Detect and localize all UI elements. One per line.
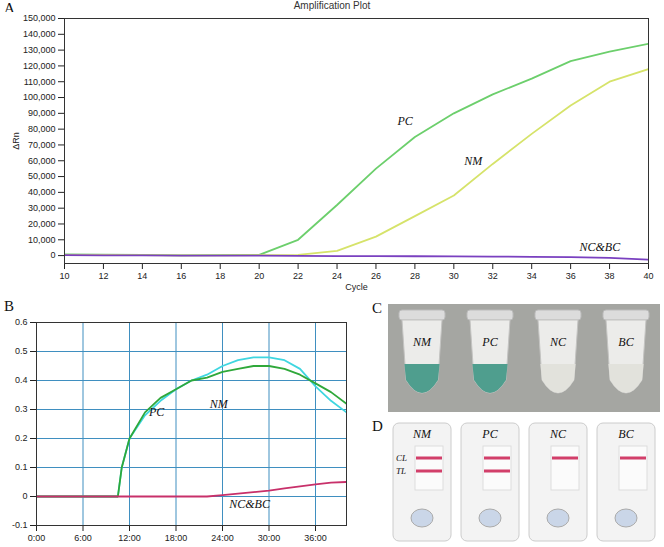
svg-text:60,000: 60,000 <box>28 156 56 166</box>
svg-text:16: 16 <box>176 271 186 281</box>
svg-text:28: 28 <box>410 271 420 281</box>
svg-text:40: 40 <box>643 271 653 281</box>
svg-text:130,000: 130,000 <box>23 45 56 55</box>
svg-text:0: 0 <box>50 250 55 260</box>
svg-text:110,000: 110,000 <box>24 77 56 87</box>
svg-text:PC: PC <box>396 114 413 128</box>
svg-text:18:00: 18:00 <box>165 533 188 543</box>
svg-text:10,000: 10,000 <box>28 235 56 245</box>
svg-text:10: 10 <box>59 271 69 281</box>
html-text:D: D <box>372 418 383 434</box>
svg-text:BC: BC <box>618 427 634 441</box>
svg-text:NC&BC: NC&BC <box>578 240 621 254</box>
svg-text:0:00: 0:00 <box>28 533 46 543</box>
svg-text:100,000: 100,000 <box>23 92 56 102</box>
svg-text:36: 36 <box>566 271 576 281</box>
svg-text:80,000: 80,000 <box>28 124 56 134</box>
svg-text:18: 18 <box>215 271 225 281</box>
svg-text:BC: BC <box>618 335 634 349</box>
svg-text:PC: PC <box>148 405 165 419</box>
svg-text:70,000: 70,000 <box>28 140 56 150</box>
svg-text:Cycle: Cycle <box>345 282 368 292</box>
svg-text:30,000: 30,000 <box>28 203 56 213</box>
svg-text:22: 22 <box>293 271 303 281</box>
svg-text:NM: NM <box>209 397 229 411</box>
svg-text:0: 0 <box>22 491 27 501</box>
svg-text:TL: TL <box>396 466 406 476</box>
svg-text:120,000: 120,000 <box>23 61 56 71</box>
svg-text:40,000: 40,000 <box>28 187 56 197</box>
svg-text:6:00: 6:00 <box>74 533 92 543</box>
svg-text:20: 20 <box>254 271 264 281</box>
svg-text:12: 12 <box>98 271 108 281</box>
svg-text:NM: NM <box>412 335 432 349</box>
svg-text:38: 38 <box>605 271 615 281</box>
svg-text:34: 34 <box>527 271 537 281</box>
svg-text:90,000: 90,000 <box>28 108 56 118</box>
svg-text:0.1: 0.1 <box>15 462 28 472</box>
svg-text:50,000: 50,000 <box>28 171 56 181</box>
svg-text:14: 14 <box>137 271 147 281</box>
svg-text:140,000: 140,000 <box>23 29 56 39</box>
svg-text:12:00: 12:00 <box>118 533 141 543</box>
svg-text:20,000: 20,000 <box>28 219 56 229</box>
svg-text:0.6: 0.6 <box>15 317 28 327</box>
svg-text:-0.1: -0.1 <box>12 520 28 530</box>
svg-text:30: 30 <box>449 271 459 281</box>
svg-text:0.3: 0.3 <box>15 404 28 414</box>
svg-text:CL: CL <box>396 453 407 463</box>
svg-text:30:00: 30:00 <box>258 533 281 543</box>
svg-text:NC: NC <box>549 335 567 349</box>
svg-text:24:00: 24:00 <box>211 533 234 543</box>
svg-text:32: 32 <box>488 271 498 281</box>
svg-text:0.2: 0.2 <box>15 433 28 443</box>
svg-text:0.5: 0.5 <box>15 346 28 356</box>
svg-text:150,000: 150,000 <box>23 13 56 23</box>
svg-text:26: 26 <box>371 271 381 281</box>
svg-text:NC&BC: NC&BC <box>228 497 271 511</box>
html-text:C: C <box>372 300 382 316</box>
html-text:A: A <box>4 0 15 16</box>
svg-text:PC: PC <box>481 427 498 441</box>
svg-text:NM: NM <box>463 154 483 168</box>
svg-text:0.4: 0.4 <box>15 375 28 385</box>
svg-text:24: 24 <box>332 271 342 281</box>
html-text:Amplification Plot: Amplification Plot <box>293 0 371 11</box>
svg-text:NC: NC <box>549 427 567 441</box>
svg-text:NM: NM <box>412 427 432 441</box>
svg-text:36:00: 36:00 <box>304 533 327 543</box>
html-text:B: B <box>4 298 14 314</box>
svg-text:ΔRn: ΔRn <box>11 132 21 150</box>
svg-text:PC: PC <box>481 335 498 349</box>
